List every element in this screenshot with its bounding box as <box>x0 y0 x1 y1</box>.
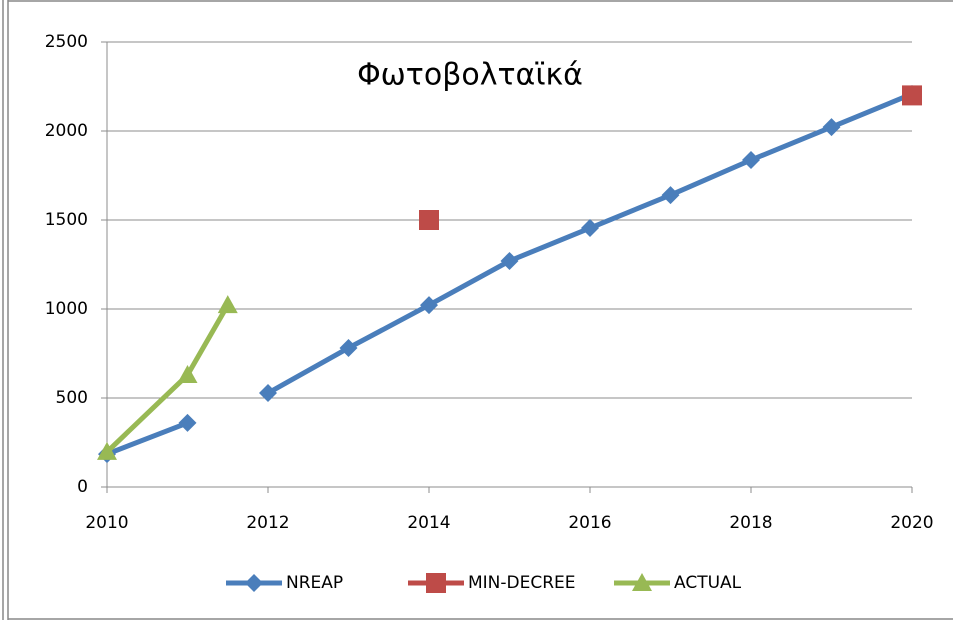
data-point <box>419 210 439 230</box>
y-tick-label: 500 <box>56 388 88 408</box>
data-point <box>581 219 599 238</box>
x-tick-label: 2020 <box>890 513 933 533</box>
data-point <box>822 118 841 137</box>
y-tick-label: 2000 <box>45 121 88 141</box>
legend-label: ACTUAL <box>674 573 742 593</box>
data-point <box>742 151 760 170</box>
data-point <box>177 365 198 384</box>
x-tick-label: 2018 <box>729 513 772 533</box>
data-point <box>339 338 358 357</box>
legend-marker <box>245 574 263 592</box>
legend-marker <box>426 573 446 593</box>
x-tick-label: 2012 <box>246 513 289 533</box>
data-point <box>97 441 117 460</box>
chart-title: Φωτοβολταϊκά <box>357 58 583 93</box>
data-point <box>661 186 680 205</box>
data-point <box>420 296 438 315</box>
data-point <box>902 85 922 106</box>
legend-label: NREAP <box>286 573 343 593</box>
legend-label: MIN-DECREE <box>468 573 576 593</box>
data-point <box>217 295 238 314</box>
data-point <box>178 413 197 432</box>
x-tick-label: 2010 <box>85 513 128 533</box>
x-tick-label: 2016 <box>568 513 611 533</box>
y-tick-label: 2500 <box>45 32 88 52</box>
y-tick-label: 1500 <box>45 210 88 230</box>
data-point <box>500 251 519 270</box>
data-point <box>259 384 277 403</box>
legend-marker <box>632 573 652 591</box>
x-tick-label: 2014 <box>407 513 450 533</box>
y-tick-label: 0 <box>77 477 88 497</box>
y-tick-label: 1000 <box>45 299 88 319</box>
